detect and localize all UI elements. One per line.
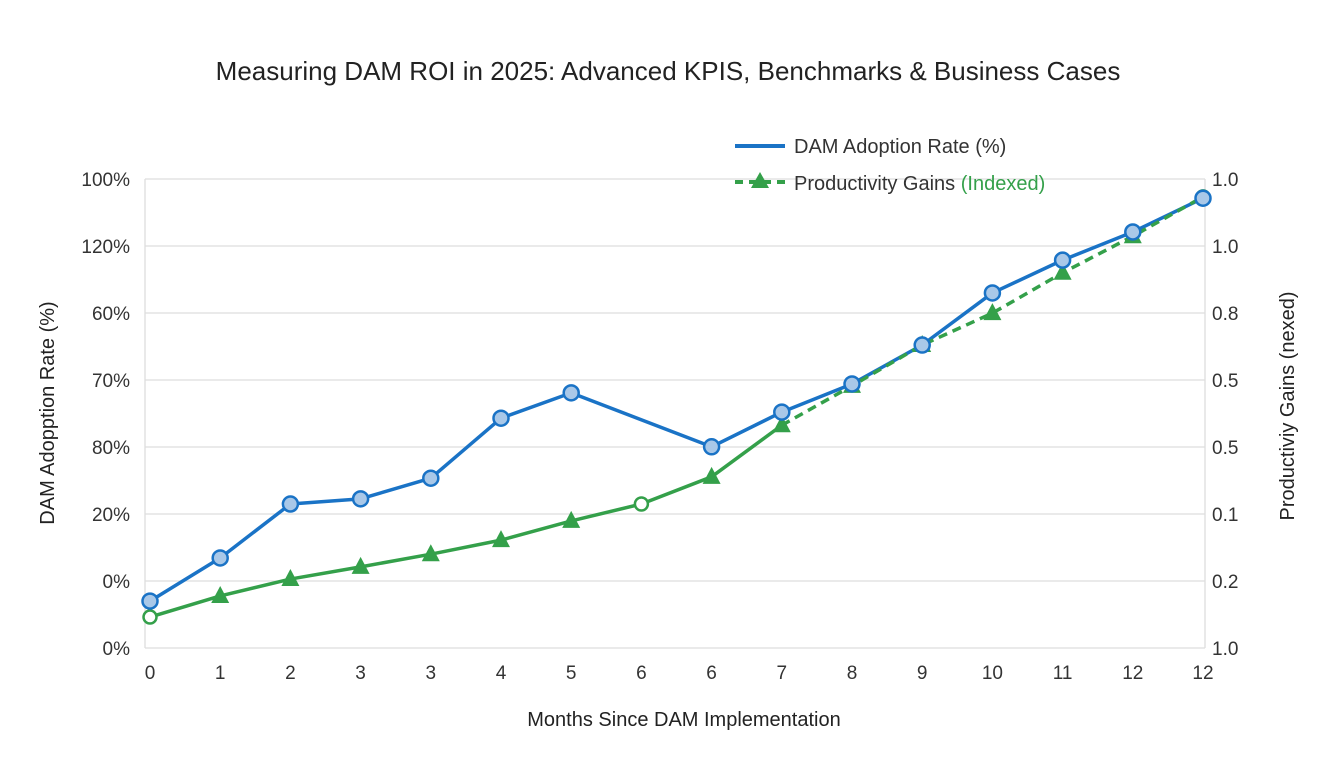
adoption-rate-point bbox=[281, 495, 300, 513]
adoption-rate-point bbox=[422, 469, 440, 487]
adoption-rate-point bbox=[983, 284, 1002, 302]
adoption-rate-point bbox=[1053, 251, 1072, 269]
y-tick-label: 0% bbox=[103, 639, 131, 660]
y2-tick-label: 0.2 bbox=[1212, 572, 1238, 593]
x-tick-label: 6 bbox=[636, 663, 647, 684]
productivity-point bbox=[562, 510, 581, 528]
adoption-rate-point bbox=[141, 592, 159, 610]
x-tick-label: 10 bbox=[982, 663, 1003, 684]
y2-tick-label: 0.8 bbox=[1212, 304, 1238, 325]
adoption-rate-point bbox=[492, 409, 510, 427]
x-tick-label: 4 bbox=[496, 663, 507, 684]
adoption-rate-point bbox=[562, 384, 580, 402]
y2-tick-label: 0.1 bbox=[1212, 505, 1238, 526]
y-tick-label: 100% bbox=[81, 170, 130, 191]
x-tick-label: 6 bbox=[706, 663, 717, 684]
x-tick-label: 11 bbox=[1053, 663, 1073, 684]
y2-tick-label: 0.5 bbox=[1212, 371, 1238, 392]
productivity-point bbox=[1053, 262, 1072, 280]
x-tick-label: 12 bbox=[1192, 663, 1213, 684]
adoption-rate-point bbox=[351, 490, 370, 508]
adoption-rate-point bbox=[773, 403, 791, 421]
productivity-point bbox=[492, 530, 510, 548]
legend-triangle-icon bbox=[751, 172, 769, 188]
adoption-rate-point bbox=[913, 336, 931, 354]
chart-title: Measuring DAM ROI in 2025: Advanced KPIS… bbox=[216, 56, 1121, 86]
y2-tick-label: 1.0 bbox=[1212, 170, 1238, 191]
x-tick-label: 8 bbox=[847, 663, 858, 684]
y2-tick-label: 1.0 bbox=[1212, 237, 1238, 258]
y2-axis-label: Productiviy Gains (nexed) bbox=[1277, 292, 1299, 521]
y-tick-label: 120% bbox=[81, 237, 130, 258]
productivity-point bbox=[211, 585, 230, 603]
productivity-point bbox=[983, 303, 1002, 321]
x-tick-label: 0 bbox=[145, 663, 156, 684]
x-tick-label: 9 bbox=[917, 663, 928, 684]
productivity-point bbox=[702, 466, 721, 484]
legend-label-adoption: DAM Adoption Rate (%) bbox=[794, 136, 1006, 158]
x-tick-label: 5 bbox=[566, 663, 577, 684]
adoption-rate-point bbox=[1194, 189, 1212, 207]
y-tick-label: 0% bbox=[103, 572, 131, 593]
productivity-point bbox=[281, 569, 300, 587]
y2-tick-label: 1.0 bbox=[1212, 639, 1238, 660]
productivity-point bbox=[142, 609, 158, 625]
x-tick-label: 3 bbox=[426, 663, 437, 684]
x-tick-label: 2 bbox=[285, 663, 296, 684]
x-tick-label: 3 bbox=[355, 663, 366, 684]
x-axis-label: Months Since DAM Implementation bbox=[527, 709, 840, 731]
productivity-line-solid bbox=[149, 423, 783, 619]
y2-tick-label: 0.5 bbox=[1212, 438, 1238, 459]
x-tick-label: 1 bbox=[215, 663, 226, 684]
y-tick-label: 60% bbox=[92, 304, 130, 325]
productivity-point bbox=[351, 556, 370, 574]
adoption-rate-point bbox=[1124, 223, 1142, 241]
legend-label-productivity: Productivity Gains (Indexed) bbox=[794, 173, 1045, 195]
legend-label-productivity-main: Productivity Gains bbox=[794, 173, 955, 195]
x-tick-label: 12 bbox=[1122, 663, 1143, 684]
y-tick-label: 70% bbox=[92, 371, 130, 392]
y-tick-label: 80% bbox=[92, 438, 130, 459]
productivity-point bbox=[772, 415, 791, 433]
adoption-rate-point bbox=[211, 549, 229, 567]
legend-label-productivity-suffix: (Indexed) bbox=[961, 173, 1046, 195]
adoption-rate-line bbox=[149, 196, 1204, 603]
productivity-point bbox=[421, 544, 440, 562]
adoption-rate-point bbox=[702, 438, 721, 456]
legend: DAM Adoption Rate (%) Productivity Gains… bbox=[735, 136, 1045, 195]
y-tick-label: 20% bbox=[92, 505, 130, 526]
y-axis-label: DAM Adopption Rate (%) bbox=[37, 301, 59, 524]
adoption-rate-point bbox=[843, 375, 861, 393]
productivity-point bbox=[633, 496, 650, 512]
x-tick-label: 7 bbox=[777, 663, 788, 684]
